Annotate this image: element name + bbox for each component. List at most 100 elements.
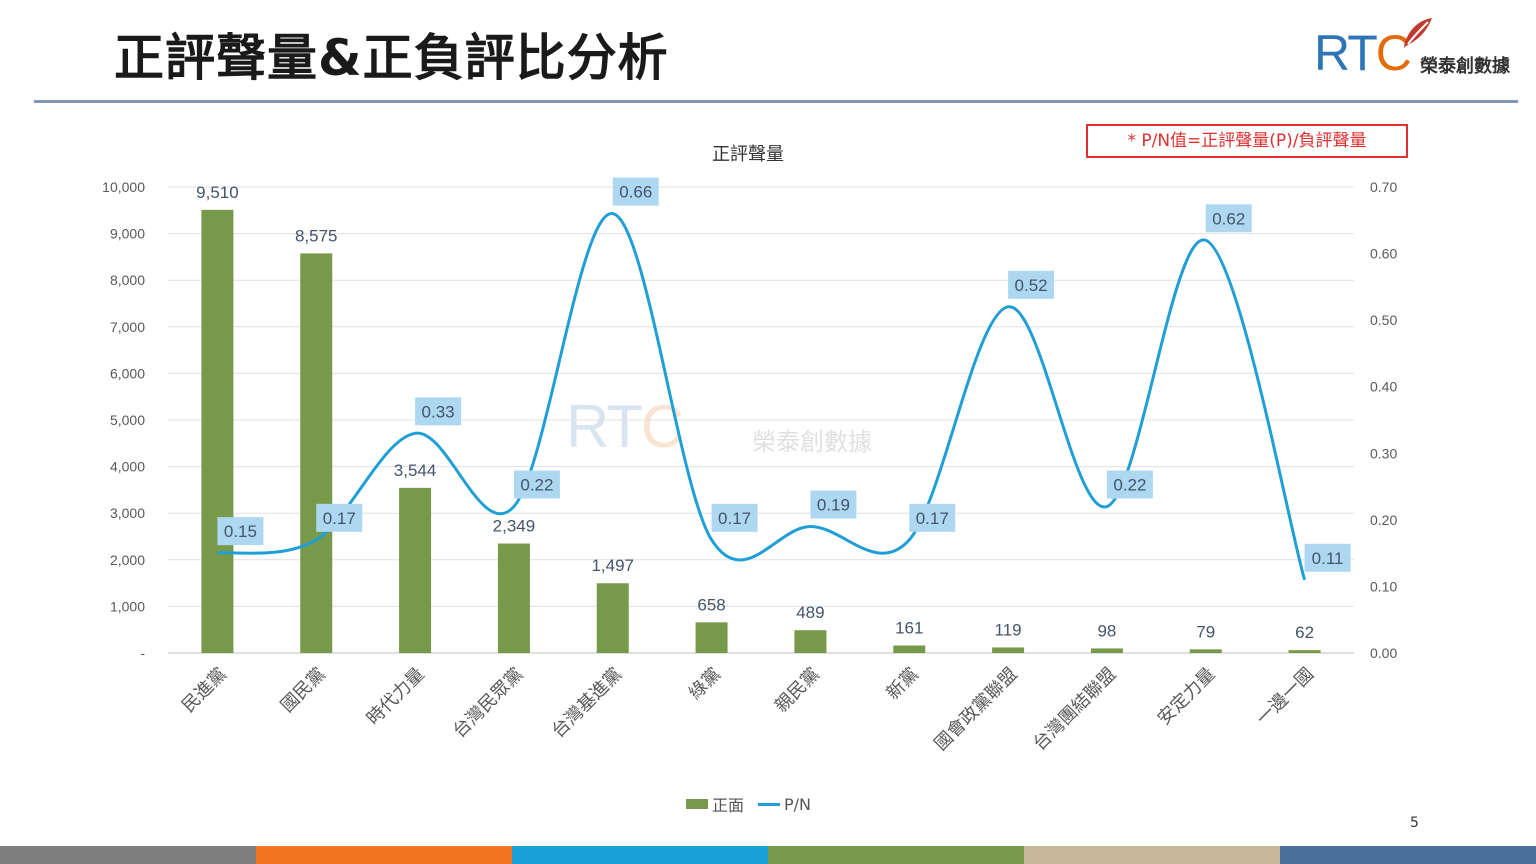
pn-data-label: 0.17: [323, 509, 356, 528]
bar-data-label: 119: [995, 620, 1022, 639]
bar-data-label: 3,544: [394, 461, 437, 480]
y-left-tick-label: 6,000: [110, 365, 145, 381]
bar-data-label: 98: [1097, 621, 1116, 640]
footer-segment: [768, 846, 1024, 864]
y-left-tick-label: -: [140, 645, 145, 661]
pn-label-box: [415, 397, 462, 426]
logo-name: 榮泰創數據: [1420, 56, 1510, 77]
bar: [1090, 648, 1123, 653]
bar-data-label: 9,510: [196, 183, 239, 202]
footer-segment: [1024, 846, 1280, 864]
page-number: 5: [1410, 815, 1419, 831]
bar-data-label: 62: [1295, 623, 1314, 642]
x-category-label: 民進黨: [178, 664, 231, 717]
footer-segment: [512, 846, 768, 864]
bar: [201, 209, 234, 654]
bar: [992, 647, 1025, 653]
footer-segment: [256, 846, 512, 864]
y-left-tick-label: 2,000: [110, 552, 145, 568]
y-left-tick-label: 8,000: [110, 272, 145, 288]
bar: [1189, 649, 1222, 653]
pn-label-box: [217, 517, 264, 546]
pn-line: [217, 212, 1307, 581]
y-left-tick-label: 4,000: [110, 459, 145, 475]
x-category-label: 新黨: [882, 664, 922, 704]
bar-data-label: 79: [1196, 622, 1215, 641]
pn-label-box: [1008, 270, 1055, 299]
pn-note: * P/N值=正評聲量(P)/負評聲量: [1086, 124, 1408, 158]
legend-label-positive: 正面: [712, 796, 745, 815]
y-left-tick-label: 3,000: [110, 505, 145, 521]
pn-label-box: [810, 490, 857, 519]
x-category-label: 一邊一國: [1252, 664, 1318, 730]
pn-data-label: 0.11: [1312, 549, 1344, 568]
y-right-tick-label: 0.70: [1370, 179, 1397, 195]
pn-label-box: [316, 503, 363, 532]
bar-data-label: 489: [796, 603, 824, 622]
x-category-label: 親民黨: [771, 664, 824, 717]
bar: [695, 622, 728, 653]
pn-label-box: [513, 470, 560, 499]
bar: [794, 630, 827, 653]
bar-data-label: 1,497: [591, 556, 634, 575]
pn-data-label: 0.66: [619, 183, 652, 202]
x-category-label: 台灣基進黨: [548, 664, 626, 742]
pn-data-label: 0.19: [817, 496, 850, 515]
slide-title: 正評聲量&正負評比分析: [114, 29, 669, 87]
pn-label-box: [612, 177, 659, 206]
x-category-label: 綠黨: [685, 664, 725, 704]
pn-data-label: 0.15: [224, 522, 257, 541]
x-category-label: 安定力量: [1154, 664, 1220, 730]
footer-color-bar: [0, 846, 1536, 864]
pn-label-box: [1106, 470, 1153, 499]
bar: [300, 253, 333, 653]
pn-data-label: 0.17: [916, 509, 949, 528]
footer-segment: [1280, 846, 1536, 864]
x-category-label: 台灣民眾黨: [449, 664, 527, 742]
y-left-tick-label: 9,000: [110, 226, 145, 242]
pn-data-label: 0.22: [1113, 476, 1146, 495]
legend-swatch-bar: [686, 799, 708, 809]
footer-segment: [0, 846, 256, 864]
logo-letters: RTC: [1314, 25, 1412, 81]
leaf-icon: [1404, 18, 1432, 48]
bar: [1288, 650, 1321, 653]
y-right-tick-label: 0.20: [1370, 512, 1397, 528]
y-right-tick-label: 0.60: [1370, 246, 1397, 262]
title-divider: [34, 100, 1518, 103]
y-left-tick-label: 5,000: [110, 412, 145, 428]
x-category-label: 國會政黨聯盟: [930, 664, 1021, 755]
bar: [596, 583, 629, 653]
y-left-tick-label: 7,000: [110, 319, 145, 335]
pn-data-label: 0.17: [718, 509, 751, 528]
x-category-label: 台灣團結聯盟: [1029, 664, 1120, 755]
y-right-tick-label: 0.40: [1370, 379, 1397, 395]
pn-data-label: 0.33: [422, 402, 455, 421]
bar: [497, 543, 530, 653]
pn-data-label: 0.52: [1015, 276, 1048, 295]
y-right-tick-label: 0.50: [1370, 312, 1397, 328]
y-left-tick-label: 1,000: [110, 598, 145, 614]
bar: [399, 487, 432, 653]
bar-data-label: 2,349: [493, 517, 536, 536]
pn-data-label: 0.22: [520, 476, 553, 495]
bar-data-label: 658: [697, 595, 725, 614]
x-category-label: 國民黨: [277, 664, 330, 717]
pn-label-box: [909, 503, 956, 532]
rtc-logo: RTC 榮泰創數據: [1314, 14, 1534, 84]
bar: [893, 645, 926, 653]
legend-label-pn: P/N: [784, 794, 812, 814]
y-right-tick-label: 0.30: [1370, 445, 1397, 461]
y-right-tick-label: 0.00: [1370, 645, 1397, 661]
pn-label-box: [1304, 543, 1351, 572]
bar-data-label: 8,575: [295, 226, 338, 245]
pn-data-label: 0.62: [1212, 209, 1245, 228]
pn-label-box: [711, 503, 758, 532]
bar-data-label: 161: [895, 618, 923, 637]
x-category-label: 時代力量: [363, 664, 429, 730]
legend-swatch-line: [758, 802, 781, 806]
y-right-tick-label: 0.10: [1370, 578, 1397, 594]
chart-legend: 正面 P/N: [686, 792, 811, 816]
pn-label-box: [1205, 204, 1252, 233]
